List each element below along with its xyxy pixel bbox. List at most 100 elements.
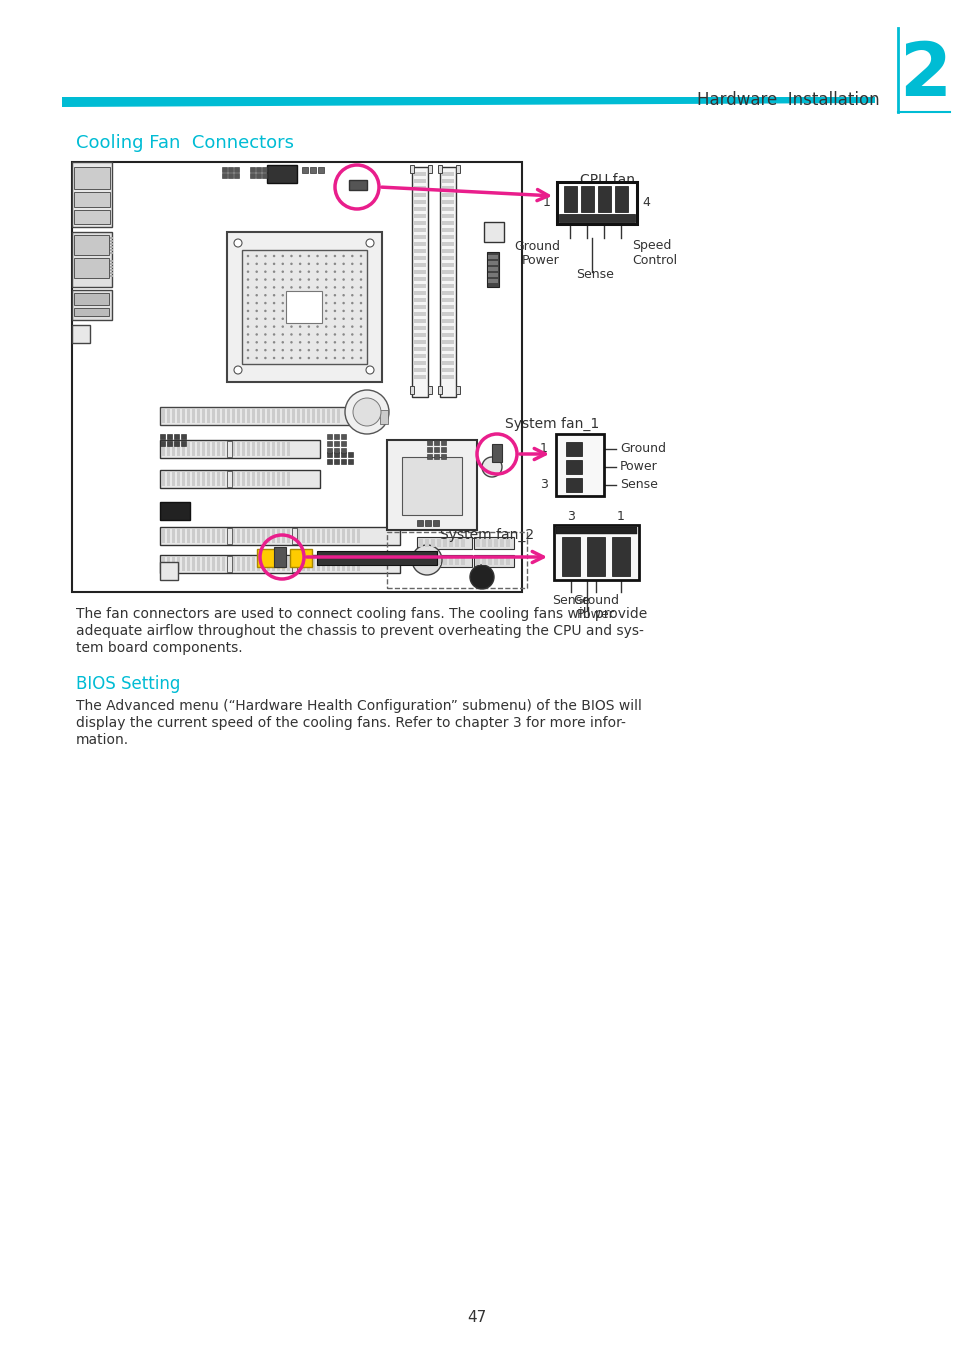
Bar	[172, 409, 174, 423]
Circle shape	[298, 325, 301, 328]
Bar	[196, 558, 200, 571]
Bar	[262, 529, 265, 543]
Text: 1: 1	[617, 510, 624, 524]
Bar	[414, 354, 426, 358]
Bar	[488, 261, 497, 265]
Circle shape	[412, 545, 441, 575]
Bar	[276, 441, 280, 456]
Circle shape	[281, 270, 284, 273]
Circle shape	[325, 333, 327, 336]
Bar	[302, 409, 305, 423]
Bar	[252, 472, 254, 486]
Circle shape	[281, 294, 284, 297]
Bar	[441, 228, 454, 232]
Circle shape	[359, 317, 362, 320]
Circle shape	[366, 239, 374, 247]
Circle shape	[255, 333, 257, 336]
Bar	[499, 539, 503, 547]
Bar	[172, 472, 174, 486]
Circle shape	[255, 286, 257, 289]
Bar	[187, 441, 190, 456]
Bar	[227, 528, 232, 544]
Text: System fan_1: System fan_1	[504, 417, 598, 431]
Bar	[441, 215, 454, 217]
Circle shape	[290, 286, 293, 289]
Bar	[160, 440, 319, 458]
Bar	[316, 529, 319, 543]
Bar	[212, 441, 214, 456]
Bar	[441, 284, 454, 288]
Bar	[379, 410, 388, 424]
Circle shape	[273, 342, 275, 343]
Bar	[414, 207, 426, 211]
Text: 1: 1	[542, 197, 551, 209]
Bar	[160, 470, 319, 487]
Bar	[414, 305, 426, 309]
Bar	[202, 409, 205, 423]
Circle shape	[351, 278, 354, 281]
Bar	[441, 333, 454, 338]
Bar	[316, 558, 319, 571]
Circle shape	[481, 458, 501, 477]
Bar	[256, 558, 260, 571]
Bar	[414, 347, 426, 351]
Bar	[334, 452, 338, 458]
Bar	[356, 529, 359, 543]
Bar	[177, 472, 180, 486]
Bar	[110, 266, 112, 269]
Bar	[262, 173, 267, 178]
Circle shape	[316, 348, 318, 351]
Bar	[292, 528, 296, 544]
Circle shape	[298, 263, 301, 265]
Circle shape	[334, 348, 335, 351]
Bar	[322, 409, 325, 423]
Circle shape	[351, 302, 354, 304]
Bar	[310, 167, 315, 173]
Bar	[442, 558, 447, 566]
Bar	[272, 558, 274, 571]
Bar	[340, 452, 346, 458]
Circle shape	[342, 255, 344, 258]
Bar	[356, 558, 359, 571]
Bar	[488, 279, 497, 284]
Bar	[110, 261, 112, 262]
Bar	[414, 171, 426, 176]
Text: 3: 3	[539, 478, 547, 491]
Bar	[474, 555, 514, 567]
Circle shape	[247, 356, 249, 359]
Circle shape	[334, 342, 335, 343]
Circle shape	[255, 342, 257, 343]
Circle shape	[273, 302, 275, 304]
Bar	[192, 441, 194, 456]
Circle shape	[264, 263, 266, 265]
Bar	[207, 558, 210, 571]
Circle shape	[247, 317, 249, 320]
Bar	[247, 472, 250, 486]
Bar	[262, 409, 265, 423]
Bar	[202, 558, 205, 571]
Circle shape	[273, 356, 275, 359]
Bar	[414, 180, 426, 184]
Bar	[222, 441, 225, 456]
Bar	[499, 558, 503, 566]
Circle shape	[307, 294, 310, 297]
Bar	[242, 409, 245, 423]
Bar	[494, 558, 497, 566]
Text: The fan connectors are used to connect cooling fans. The cooling fans will provi: The fan connectors are used to connect c…	[76, 608, 646, 621]
Bar	[276, 472, 280, 486]
Bar	[416, 537, 472, 549]
Circle shape	[325, 278, 327, 281]
Bar	[250, 173, 254, 178]
Bar	[476, 558, 479, 566]
Circle shape	[273, 286, 275, 289]
Bar	[272, 472, 274, 486]
Circle shape	[273, 263, 275, 265]
Bar	[212, 558, 214, 571]
Bar	[341, 558, 345, 571]
Bar	[416, 555, 472, 567]
Bar	[580, 186, 594, 212]
Bar	[424, 539, 429, 547]
Bar	[250, 167, 254, 171]
Bar	[441, 369, 454, 373]
Circle shape	[325, 286, 327, 289]
